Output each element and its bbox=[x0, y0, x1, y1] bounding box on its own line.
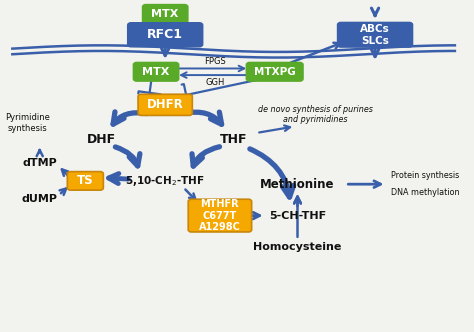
Text: 5-CH-THF: 5-CH-THF bbox=[269, 210, 326, 220]
Text: de novo synthesis of purines
and pyrimidines: de novo synthesis of purines and pyrimid… bbox=[258, 105, 373, 124]
Text: Methionine: Methionine bbox=[260, 178, 335, 191]
Text: DHFR: DHFR bbox=[147, 98, 183, 111]
Text: ABCs
SLCs: ABCs SLCs bbox=[360, 24, 390, 45]
Text: dTMP: dTMP bbox=[22, 158, 57, 168]
FancyBboxPatch shape bbox=[188, 199, 252, 232]
Text: THF: THF bbox=[220, 133, 247, 146]
Text: FPGS: FPGS bbox=[204, 57, 226, 66]
Text: Protein synthesis: Protein synthesis bbox=[391, 171, 459, 180]
Text: Pyrimidine
synthesis: Pyrimidine synthesis bbox=[5, 113, 50, 133]
FancyBboxPatch shape bbox=[67, 172, 103, 190]
Text: Homocysteine: Homocysteine bbox=[253, 242, 342, 252]
Text: MTX: MTX bbox=[152, 9, 179, 19]
FancyBboxPatch shape bbox=[246, 62, 303, 81]
Text: 5,10-CH$_2$-THF: 5,10-CH$_2$-THF bbox=[126, 174, 205, 188]
Text: MTXPG: MTXPG bbox=[254, 67, 296, 77]
Text: dUMP: dUMP bbox=[22, 194, 58, 204]
FancyBboxPatch shape bbox=[128, 23, 202, 47]
Text: MTX: MTX bbox=[142, 67, 170, 77]
Text: DHF: DHF bbox=[87, 133, 116, 146]
FancyBboxPatch shape bbox=[138, 94, 192, 116]
FancyBboxPatch shape bbox=[134, 62, 179, 81]
Text: RFC1: RFC1 bbox=[147, 28, 183, 41]
Text: MTHFR
C677T
A1298C: MTHFR C677T A1298C bbox=[199, 199, 241, 232]
Text: TS: TS bbox=[77, 174, 94, 187]
FancyBboxPatch shape bbox=[337, 23, 412, 47]
Text: DNA methylation: DNA methylation bbox=[391, 188, 459, 197]
Text: GGH: GGH bbox=[206, 78, 225, 87]
FancyBboxPatch shape bbox=[143, 5, 188, 23]
